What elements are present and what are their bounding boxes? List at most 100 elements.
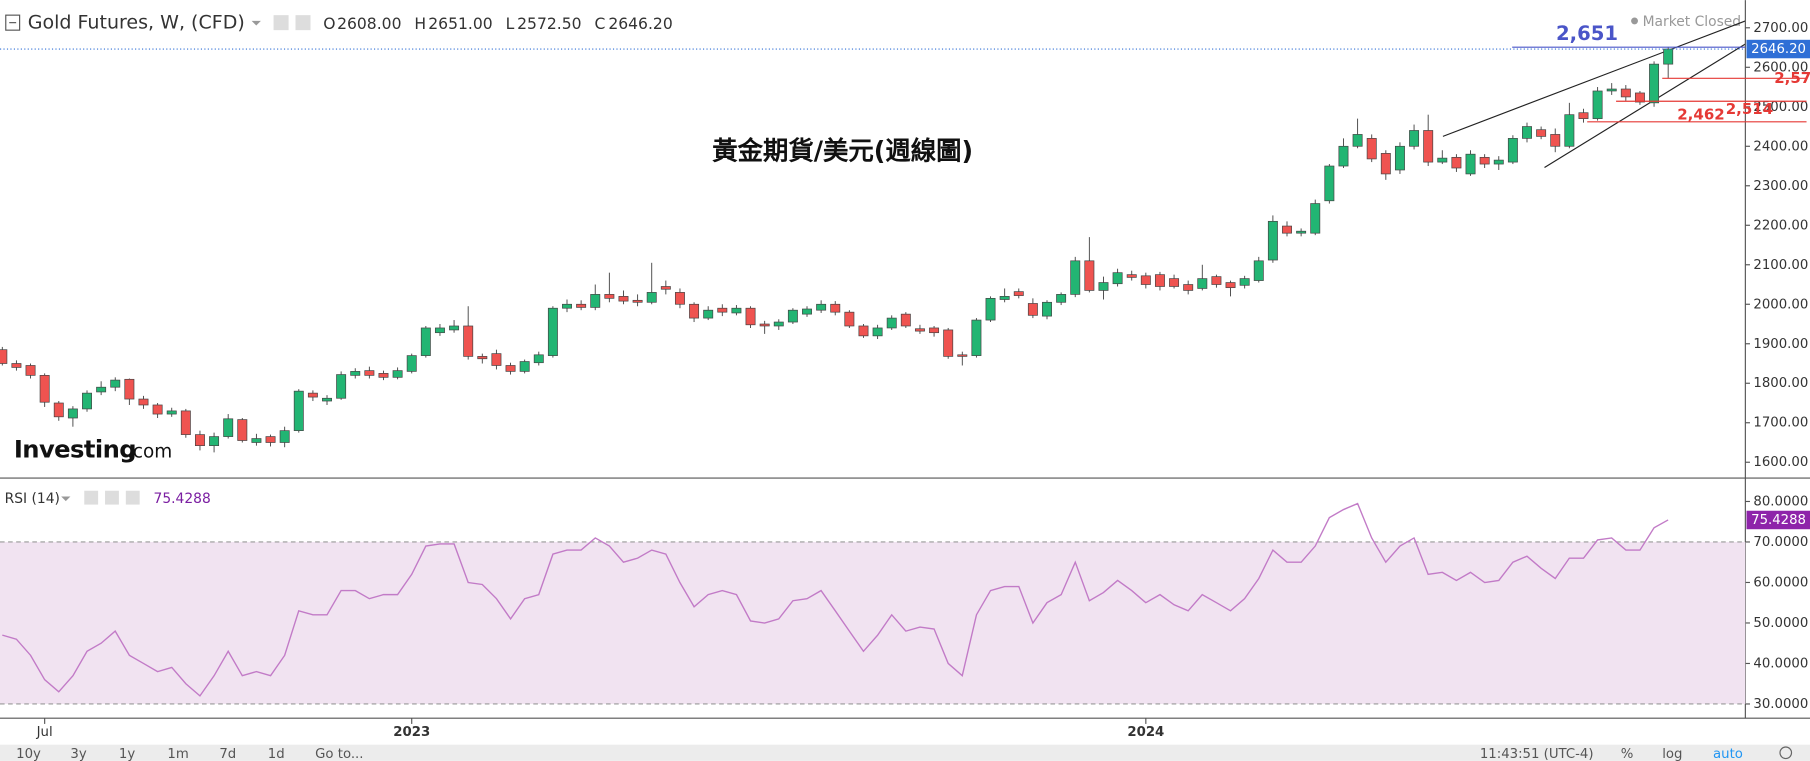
indicator-value: 75.4288 [154,491,211,507]
settings-icon[interactable] [295,15,311,31]
candle-body [985,297,996,321]
dropdown-arrow[interactable] [251,20,261,26]
candle-body [547,307,558,356]
candle-body [1423,130,1434,163]
candle-body [1084,260,1095,291]
goto-button[interactable]: Go to... [315,747,363,761]
range-button[interactable]: 1d [268,747,285,761]
candle-body [1027,303,1038,316]
candle-body [434,327,445,334]
x-tick-label: Jul [36,725,53,740]
range-button[interactable]: 7d [219,747,236,761]
trend-line [1442,20,1746,137]
candle-body [1507,138,1518,163]
ohlc-key: H [414,15,426,33]
candle-body [519,361,530,372]
annotation-label: 2,514 [1726,100,1773,118]
percent-toggle[interactable]: % [1621,747,1634,761]
candle-body [1394,145,1405,171]
candle-body [1296,230,1307,234]
ohlc-key: O [323,15,335,33]
candle-body [632,299,643,303]
y-tick-label: 60.0000 [1753,575,1808,590]
last-price-label: 2646.20 [1751,42,1806,57]
settings-gear[interactable] [1779,746,1793,760]
y-tick-label: 2400.00 [1753,139,1808,154]
candle-body [1592,90,1603,119]
candle-body [1310,203,1321,234]
candle-body [830,303,841,313]
candle-body [886,317,897,329]
y-tick-label: 30.0000 [1753,697,1808,712]
candle-body [180,410,191,435]
candle-body [1649,63,1660,104]
candle-body [957,354,968,357]
candle-body [1197,278,1208,289]
dropdown-arrow[interactable] [61,496,71,502]
y-tick-label: 2300.00 [1753,179,1808,194]
candle-body [590,294,601,308]
candle-body [1465,153,1476,175]
annotation-label: 2,462 [1677,105,1724,123]
candle-body [124,378,135,400]
ohlc-value: 2608.00 [337,15,401,33]
range-button[interactable]: 1y [119,747,135,761]
candle-body [773,321,784,327]
y-tick-label: 80.0000 [1753,494,1808,509]
candle-body [872,327,883,337]
auto-toggle[interactable]: auto [1713,747,1743,761]
candle-body [0,349,8,364]
candle-body [477,356,488,360]
x-tick-label: 2024 [1127,725,1164,740]
candle-body [1338,145,1349,167]
logo-main: Investing [14,434,136,463]
candle-body [293,390,304,431]
candle-body [1070,260,1081,295]
candle-body [1140,275,1151,285]
candle-body [604,294,615,299]
rsi-line [2,502,1669,697]
last-price-tag [1746,39,1810,59]
eye-icon[interactable] [273,15,289,31]
candle-body [844,311,855,327]
candle-body [279,430,290,443]
candle-body [392,370,403,378]
candle-body [110,379,121,388]
settings-icon[interactable] [105,490,119,505]
candle-body [322,397,332,402]
candle-body [1056,294,1067,303]
rsi-band [0,541,1746,704]
close-icon[interactable] [125,490,140,505]
candle-body [449,325,460,331]
collapse-icon[interactable] [5,14,21,31]
candle-body [194,434,205,447]
candle-body [943,329,954,357]
candle-body [364,370,375,376]
candle-body [237,419,248,441]
candle-body [1211,276,1222,285]
candle-body [1225,282,1236,289]
clock: 11:43:51 (UTC-4) [1480,747,1594,761]
y-tick-label: 2100.00 [1753,258,1808,273]
eye-icon[interactable] [84,490,99,505]
candle-body [491,353,502,366]
candle-body [1013,291,1024,296]
logo-suffix: .com [127,442,172,463]
candle-body [929,327,940,334]
range-button[interactable]: 3y [70,747,86,761]
candle-body [505,365,516,372]
candle-body [1042,301,1052,317]
candle-body [138,398,149,406]
ohlc-value: 2646.20 [608,15,672,33]
y-tick-label: 1600.00 [1753,455,1808,470]
candle-body [1154,274,1165,287]
candle-body [11,363,22,368]
candle-body [1267,220,1278,261]
candle-body [533,354,544,364]
range-button[interactable]: 1m [167,747,188,761]
candle-body [731,307,742,314]
log-toggle[interactable]: log [1662,747,1682,761]
candle-body [53,402,64,418]
ohlc-key: L [506,15,515,33]
range-button[interactable]: 10y [16,747,41,761]
